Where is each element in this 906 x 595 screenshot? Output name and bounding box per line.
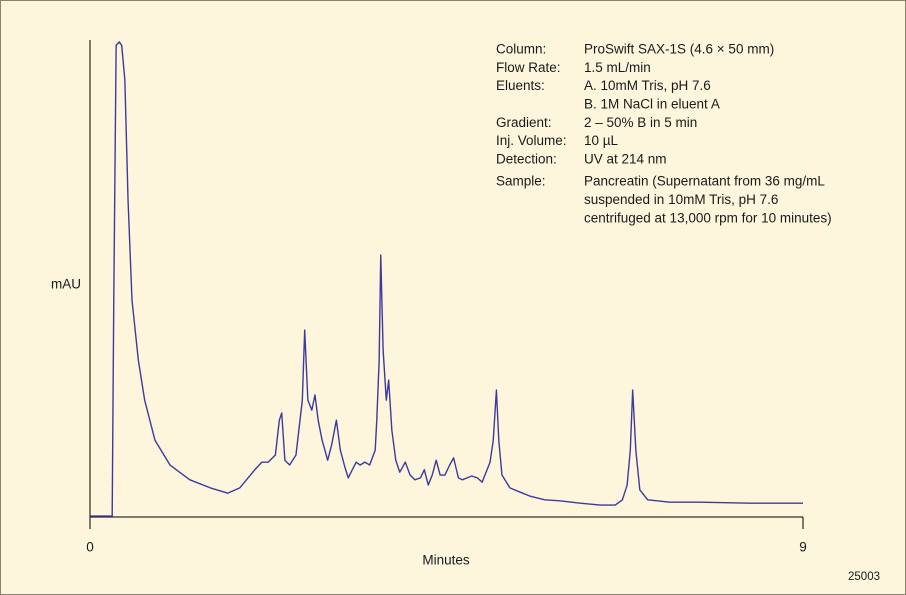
annotation-text: centrifuged at 13,000 rpm for 10 minutes… [584, 210, 832, 225]
annotation-text: A. 10mM Tris, pH 7.6 [584, 78, 711, 93]
annotation-label: Flow Rate: [496, 60, 561, 75]
x-axis-label: Minutes [422, 553, 470, 568]
annotation-text: Pancreatin (Supernatant from 36 mg/mL [584, 174, 825, 189]
annotation-label: Detection: [496, 151, 557, 166]
x-tick-label: 0 [86, 540, 94, 555]
annotation-text: 2 – 50% B in 5 min [584, 115, 697, 130]
trace [90, 41, 803, 517]
annotation-text: UV at 214 nm [584, 151, 667, 166]
annotation-label: Inj. Volume: [496, 133, 567, 148]
annotation-label: Column: [496, 42, 546, 57]
annotation-text: B. 1M NaCl in eluent A [584, 96, 720, 111]
y-axis-label: mAU [51, 277, 81, 292]
annotation-label: Eluents: [496, 78, 545, 93]
annotation-text: suspended in 10mM Tris, pH 7.6 [584, 192, 778, 207]
annotation-label: Gradient: [496, 115, 552, 130]
x-tick-label: 9 [799, 540, 807, 555]
annotation-text: ProSwift SAX-1S (4.6 × 50 mm) [584, 42, 774, 57]
annotation-text: 10 µL [584, 133, 619, 148]
figure-id: 25003 [848, 571, 880, 583]
annotation-text: 1.5 mL/min [584, 60, 651, 75]
annotation-label: Sample: [496, 174, 546, 189]
